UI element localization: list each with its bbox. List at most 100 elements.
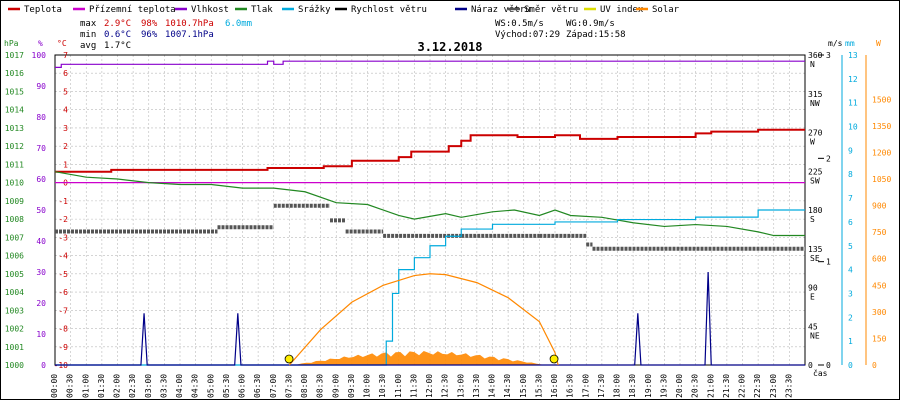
pct-tick-label: 60	[36, 175, 46, 184]
wdir-direction-label: E	[810, 293, 815, 302]
stat-min-temp: 0.6°C	[104, 30, 131, 40]
x-tick-label: 08:30	[316, 374, 325, 398]
x-tick-label: 09:30	[347, 374, 356, 398]
wdir-tick-label: 45	[808, 322, 818, 331]
w-tick-label: 0	[872, 361, 877, 370]
x-tick-label: 00:30	[66, 374, 75, 398]
mm-tick-label: 5	[848, 242, 853, 251]
series-layer	[54, 60, 805, 366]
stat-sunset: Západ:15:58	[566, 30, 626, 40]
stat-min-press: 1007.1hPa	[165, 30, 214, 40]
hpa-tick-label: 1017	[5, 51, 24, 60]
x-tick-label: 15:30	[534, 374, 543, 398]
legend: Teplota Přízemní teplota Vlhkost Tlak Srážky…	[8, 5, 680, 15]
stat-max-press: 1010.7hPa	[165, 19, 214, 29]
wdir-direction-label: NE	[810, 331, 820, 340]
temp-tick-label: -6	[58, 288, 68, 297]
pct-tick-label: 20	[36, 299, 46, 308]
pct-tick-label: 30	[36, 268, 46, 277]
stats-panel: max 2.9°C 98% 1010.7hPa 6.0mm min 0.6°C …	[80, 19, 626, 51]
naraz-vetru-line	[55, 271, 805, 366]
wdir-direction-label: SW	[810, 176, 820, 185]
pct-tick-label: 100	[32, 51, 47, 60]
x-tick-label: 07:30	[284, 374, 293, 398]
temp-tick-label: -5	[58, 270, 68, 279]
hpa-tick-label: 1004	[5, 288, 24, 297]
x-tick-label: 03:30	[159, 374, 168, 398]
sun-marker	[549, 354, 559, 364]
w-tick-label: 150	[872, 334, 887, 343]
hpa-tick-label: 1003	[5, 306, 24, 315]
ms-tick-label: 1	[826, 258, 831, 267]
x-tick-label: 00:00	[50, 374, 59, 398]
legend-item-label: Rychlost větru	[351, 5, 427, 15]
mm-tick-label: 2	[848, 313, 853, 322]
legend-item-label: Srážky	[298, 5, 331, 15]
stat-ws: WS:0.5m/s	[495, 19, 544, 29]
temp-tick-label: 1	[63, 160, 68, 169]
legend-item-label: Vlhkost	[191, 5, 229, 15]
hpa-tick-label: 1014	[5, 106, 24, 115]
temp-tick-label: 6	[63, 69, 68, 78]
x-tick-label: 08:00	[300, 374, 309, 398]
hpa-tick-label: 1012	[5, 142, 24, 151]
pct-axis-label: %	[38, 39, 43, 48]
wdir-tick-label: 225	[808, 167, 823, 176]
stat-avg-label: avg	[80, 41, 96, 51]
wdir-tick-label: 315	[808, 90, 823, 99]
stat-wg: WG:0.9m/s	[566, 19, 615, 29]
x-tick-label: 13:00	[456, 374, 465, 398]
x-tick-label: 10:00	[363, 374, 372, 398]
x-tick-label: 19:30	[659, 374, 668, 398]
pct-tick-label: 50	[36, 206, 46, 215]
mm-tick-label: 11	[848, 99, 858, 108]
x-tick-label: 21:30	[722, 374, 731, 398]
stat-max-rain: 6.0mm	[225, 19, 252, 29]
x-tick-label: 11:00	[394, 374, 403, 398]
x-tick-label: 20:30	[691, 374, 700, 398]
x-tick-label: 12:00	[425, 374, 434, 398]
x-tick-label: 07:00	[269, 374, 278, 398]
ms-tick-label: 2	[826, 154, 831, 163]
solar-line	[288, 273, 559, 366]
x-tick-label: 16:30	[566, 374, 575, 398]
pct-tick-label: 70	[36, 144, 46, 153]
w-tick-label: 1200	[872, 148, 891, 157]
srazky-line	[55, 209, 805, 366]
wdir-tick-label: 270	[808, 129, 823, 138]
teplota-line	[55, 128, 805, 173]
hpa-tick-label: 1009	[5, 197, 24, 206]
temp-tick-label: -2	[58, 215, 68, 224]
mm-tick-label: 4	[848, 266, 853, 275]
x-tick-label: 21:00	[706, 374, 715, 398]
x-tick-label: 17:00	[581, 374, 590, 398]
stat-max-temp: 2.9°C	[104, 19, 131, 29]
wdir-direction-label: S	[810, 215, 815, 224]
hpa-tick-label: 1010	[5, 179, 24, 188]
ms-tick-label: 3	[826, 51, 831, 60]
x-tick-label: 14:30	[503, 374, 512, 398]
x-tick-label: 01:00	[81, 374, 90, 398]
pct-tick-label: 40	[36, 237, 46, 246]
hpa-tick-label: 1008	[5, 215, 24, 224]
chart-title: 3.12.2018	[417, 40, 482, 54]
x-tick-label: 09:00	[331, 374, 340, 398]
x-tick-label: 20:00	[675, 374, 684, 398]
hpa-tick-label: 1013	[5, 124, 24, 133]
sun-marker	[284, 354, 294, 364]
mm-tick-label: 8	[848, 170, 853, 179]
temp-tick-label: -8	[58, 325, 68, 334]
w-axis-label: W	[876, 39, 881, 48]
x-tick-label: 17:30	[597, 374, 606, 398]
hpa-tick-label: 1006	[5, 252, 24, 261]
w-tick-label: 300	[872, 308, 887, 317]
x-tick-label: 14:00	[488, 374, 497, 398]
mm-axis-label: mm	[845, 39, 855, 48]
temp-tick-label: 5	[63, 87, 68, 96]
temp-tick-label: 7	[63, 51, 68, 60]
x-tick-label: 18:00	[613, 374, 622, 398]
temp-tick-label: -9	[58, 343, 68, 352]
x-tick-label: 23:00	[769, 374, 778, 398]
pct-tick-label: 90	[36, 82, 46, 91]
x-tick-label: 23:30	[784, 374, 793, 398]
